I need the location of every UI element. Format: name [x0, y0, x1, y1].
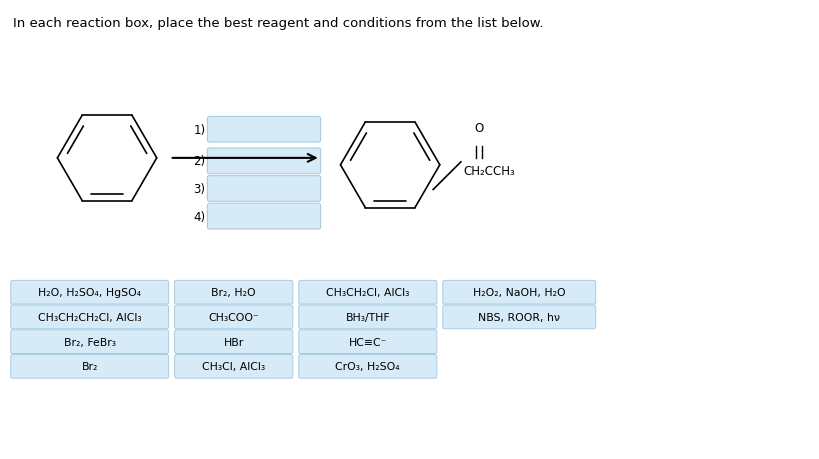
Text: CH₃CH₂Cl, AlCl₃: CH₃CH₂Cl, AlCl₃ — [326, 288, 410, 297]
Text: Br₂, H₂O: Br₂, H₂O — [211, 288, 256, 297]
FancyBboxPatch shape — [207, 176, 320, 202]
Text: H₂O, H₂SO₄, HgSO₄: H₂O, H₂SO₄, HgSO₄ — [38, 288, 141, 297]
FancyBboxPatch shape — [174, 281, 293, 304]
FancyBboxPatch shape — [11, 355, 169, 378]
Text: 2): 2) — [193, 155, 206, 168]
Text: CH₃CH₂CH₂Cl, AlCl₃: CH₃CH₂CH₂Cl, AlCl₃ — [38, 312, 142, 322]
Text: NBS, ROOR, hν: NBS, ROOR, hν — [478, 312, 560, 322]
Text: Br₂: Br₂ — [82, 362, 98, 371]
Text: CH₃Cl, AlCl₃: CH₃Cl, AlCl₃ — [202, 362, 265, 371]
Text: Br₂, FeBr₃: Br₂, FeBr₃ — [64, 337, 115, 347]
Text: 3): 3) — [193, 183, 206, 196]
FancyBboxPatch shape — [207, 117, 320, 143]
Text: BH₃/THF: BH₃/THF — [346, 312, 390, 322]
Text: 1): 1) — [193, 123, 206, 136]
Text: CH₃COO⁻: CH₃COO⁻ — [208, 312, 259, 322]
Text: 4): 4) — [193, 210, 206, 223]
FancyBboxPatch shape — [299, 355, 437, 378]
FancyBboxPatch shape — [174, 305, 293, 329]
FancyBboxPatch shape — [299, 305, 437, 329]
Text: CH₂CCH₃: CH₂CCH₃ — [463, 164, 514, 178]
FancyBboxPatch shape — [174, 355, 293, 378]
FancyBboxPatch shape — [174, 330, 293, 354]
Text: CrO₃, H₂SO₄: CrO₃, H₂SO₄ — [336, 362, 400, 371]
Text: In each reaction box, place the best reagent and conditions from the list below.: In each reaction box, place the best rea… — [13, 17, 543, 29]
Text: H₂O₂, NaOH, H₂O: H₂O₂, NaOH, H₂O — [473, 288, 566, 297]
FancyBboxPatch shape — [11, 281, 169, 304]
Text: HC≡C⁻: HC≡C⁻ — [349, 337, 387, 347]
Text: HBr: HBr — [224, 337, 244, 347]
FancyBboxPatch shape — [443, 305, 595, 329]
FancyBboxPatch shape — [443, 281, 595, 304]
FancyBboxPatch shape — [11, 305, 169, 329]
FancyBboxPatch shape — [11, 330, 169, 354]
FancyBboxPatch shape — [299, 330, 437, 354]
FancyBboxPatch shape — [299, 281, 437, 304]
FancyBboxPatch shape — [207, 204, 320, 230]
Text: O: O — [474, 122, 483, 135]
FancyBboxPatch shape — [207, 149, 320, 174]
